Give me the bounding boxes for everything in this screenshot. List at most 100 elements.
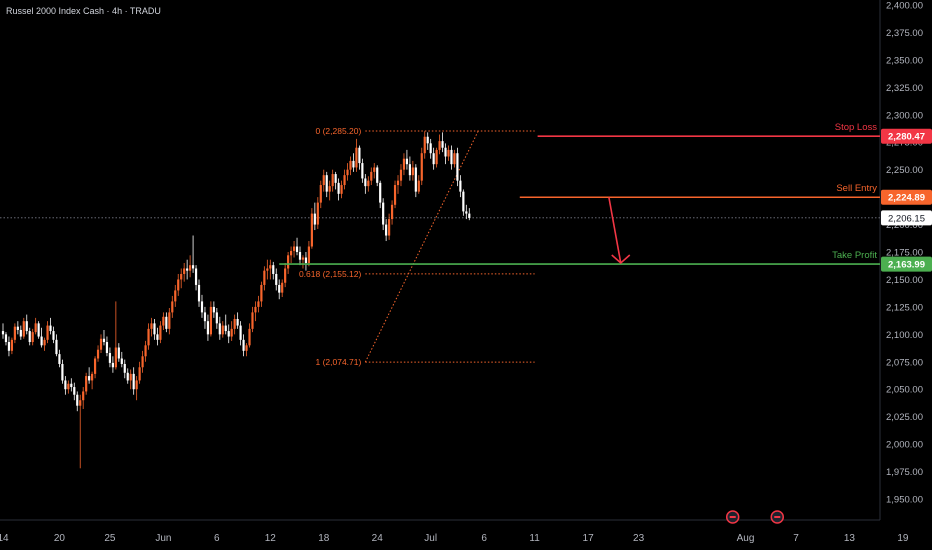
candle-body — [141, 356, 144, 368]
x-tick-label: Jul — [424, 533, 437, 544]
candle-body — [162, 316, 165, 326]
candle-body — [171, 301, 174, 313]
candle-body — [221, 325, 224, 335]
candle-body — [99, 338, 103, 350]
candle-body — [429, 143, 432, 154]
candle-body — [52, 331, 55, 340]
y-tick-label: 2,400.00 — [886, 1, 923, 12]
y-tick-label: 2,000.00 — [886, 440, 923, 451]
x-tick-label: Jun — [155, 533, 171, 544]
candle-body — [218, 323, 221, 335]
candle-body — [385, 224, 388, 236]
candle-body — [73, 387, 76, 395]
candle-body — [435, 149, 438, 165]
candle-body — [197, 284, 201, 302]
candle-body — [236, 318, 239, 326]
x-tick-label: 18 — [318, 533, 330, 544]
sell-entry-label: Sell Entry — [836, 183, 877, 194]
candle-body — [349, 160, 352, 170]
candle-body — [399, 169, 403, 181]
x-tick-label: 6 — [214, 533, 220, 544]
y-tick-label: 2,050.00 — [886, 385, 923, 396]
candle-body — [16, 326, 19, 330]
stop-loss-label: Stop Loss — [835, 122, 877, 133]
current-price-text: 2,206.15 — [888, 213, 925, 224]
candle-body — [441, 141, 444, 148]
candle-body — [292, 246, 296, 251]
candle-body — [108, 353, 112, 363]
x-tick-label: 7 — [793, 533, 799, 544]
candle-body — [316, 202, 319, 225]
candle-body — [212, 306, 215, 313]
candle-body — [284, 268, 287, 283]
candle-body — [388, 219, 391, 236]
stop-loss-price-badge — [881, 128, 932, 144]
candle-body — [447, 149, 450, 157]
sell-entry-price-text: 2,224.89 — [888, 193, 925, 204]
candle-body — [191, 265, 195, 269]
candle-body — [180, 273, 183, 280]
candle-body — [227, 331, 230, 337]
candle-body — [408, 164, 411, 176]
candle-body — [328, 186, 331, 192]
fib-level-label: 1 (2,074.71) — [315, 357, 361, 367]
y-tick-label: 2,325.00 — [886, 83, 923, 94]
candle-body — [390, 204, 394, 220]
candle-body — [364, 178, 367, 187]
candle-body — [117, 347, 120, 359]
event-marker-glyph — [774, 516, 781, 518]
candle-body — [343, 175, 346, 186]
y-tick-label: 2,200.00 — [886, 220, 923, 231]
fib-level-label: 0 (2,285.20) — [315, 126, 361, 136]
candle-body — [206, 321, 210, 335]
candle-body — [105, 342, 109, 354]
y-tick-label: 2,150.00 — [886, 275, 923, 286]
candle-body — [1, 331, 5, 335]
candle-body — [153, 323, 156, 335]
candle-body — [230, 328, 233, 337]
candle-body — [4, 334, 8, 343]
candle-body — [49, 325, 52, 332]
candle-body — [150, 323, 153, 329]
candle-body — [322, 175, 325, 186]
x-tick-label: 12 — [265, 533, 277, 544]
candle-body — [465, 211, 468, 214]
candle-body — [453, 153, 456, 165]
candle-body — [144, 345, 147, 357]
y-tick-label: 1,975.00 — [886, 467, 923, 478]
x-tick-label: 11 — [529, 533, 540, 544]
candle-body — [76, 394, 79, 406]
candle-body — [331, 174, 334, 187]
candle-body — [310, 213, 313, 247]
stop-loss-price-text: 2,280.47 — [888, 132, 925, 143]
candle-body — [355, 147, 358, 168]
candle-body — [135, 380, 138, 390]
x-tick-label: Aug — [737, 533, 755, 544]
candle-body — [287, 255, 290, 269]
x-tick-label: 14 — [0, 533, 9, 544]
sell-entry-price-badge — [881, 189, 932, 205]
candle-body — [382, 202, 385, 225]
candle-body — [200, 301, 204, 313]
candle-body — [64, 380, 67, 390]
candle-body — [260, 284, 263, 302]
candle-body — [313, 213, 316, 225]
candle-body — [93, 358, 97, 374]
candle-body — [70, 383, 73, 388]
candle-body — [46, 325, 49, 340]
candle-body — [405, 158, 409, 165]
y-tick-label: 2,375.00 — [886, 28, 923, 39]
candle-body — [444, 147, 447, 157]
candle-body — [423, 136, 426, 154]
candle-body — [28, 331, 31, 343]
candle-body — [376, 167, 379, 183]
candle-body — [301, 257, 305, 260]
candle-body — [13, 326, 16, 340]
take-profit-price-text: 2,163.99 — [888, 260, 925, 271]
candle-body — [298, 252, 302, 260]
candle-body — [43, 339, 46, 346]
candle-body — [281, 282, 284, 293]
x-tick-label: 19 — [897, 533, 909, 544]
candle-body — [194, 268, 198, 285]
